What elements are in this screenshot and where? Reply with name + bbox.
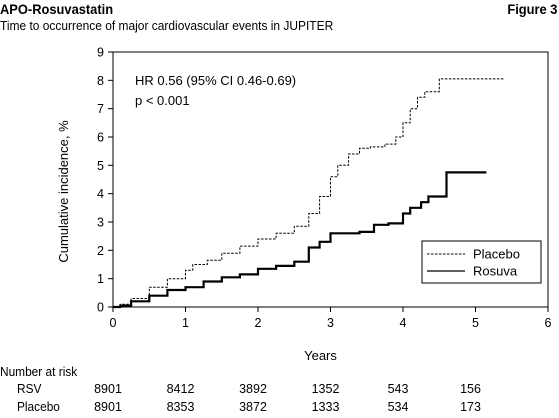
chart-subtitle: Time to occurrence of major cardiovascul… <box>0 18 334 33</box>
y-tick-label: 0 <box>97 301 104 315</box>
risk-table-heading: Number at risk <box>0 365 78 379</box>
x-tick-label: 6 <box>545 316 552 330</box>
series-line-placebo <box>113 78 505 308</box>
y-tick-label: 6 <box>97 131 104 145</box>
risk-cell: 3892 <box>239 382 267 396</box>
annotation-text: HR 0.56 (95% CI 0.46-0.69) <box>135 73 296 88</box>
x-tick-label: 2 <box>255 316 262 330</box>
series-line-rosuva <box>113 171 487 309</box>
y-tick-label: 4 <box>97 187 104 201</box>
risk-cell: 1352 <box>311 382 340 396</box>
x-tick-label: 5 <box>472 316 479 330</box>
y-tick-label: 2 <box>97 244 104 258</box>
annotation-text: p < 0.001 <box>135 93 190 108</box>
y-tick-label: 7 <box>97 102 104 116</box>
y-tick-label: 5 <box>97 159 104 173</box>
legend-label: Rosuva <box>473 264 518 279</box>
x-tick-label: 3 <box>327 316 334 330</box>
risk-cell: 534 <box>387 400 409 414</box>
figure-label: Figure 3 <box>506 1 557 17</box>
legend-label: Placebo <box>473 247 520 262</box>
y-tick-label: 3 <box>97 216 104 230</box>
y-tick-label: 8 <box>97 74 104 88</box>
x-axis-label: Years <box>304 348 337 363</box>
x-tick-label: 0 <box>110 316 117 330</box>
risk-cell: 156 <box>460 382 481 396</box>
y-tick-label: 1 <box>97 272 104 286</box>
y-axis-label: Cumulative incidence, % <box>56 120 71 263</box>
risk-cell: 8353 <box>166 400 195 414</box>
risk-cell: 543 <box>387 382 409 396</box>
incidence-chart: 0 1 2 3 4 5 6 0 1 2 3 4 5 6 7 8 9 Years Cumulative inciden… <box>56 46 552 364</box>
risk-row-label: RSV <box>17 382 42 396</box>
y-tick-label: 9 <box>97 46 104 60</box>
risk-cell: 8901 <box>94 382 122 396</box>
report-title: APO-Rosuvastatin <box>0 1 114 17</box>
risk-cell: 8412 <box>166 382 195 396</box>
risk-cell: 1333 <box>311 400 340 414</box>
risk-cell: 3872 <box>239 400 267 414</box>
risk-cell: 173 <box>460 400 481 414</box>
legend-box <box>421 240 542 284</box>
x-tick-label: 4 <box>400 316 407 330</box>
x-tick-label: 1 <box>182 316 189 330</box>
risk-row-label: Placebo <box>17 400 60 414</box>
risk-cell: 8901 <box>94 400 122 414</box>
